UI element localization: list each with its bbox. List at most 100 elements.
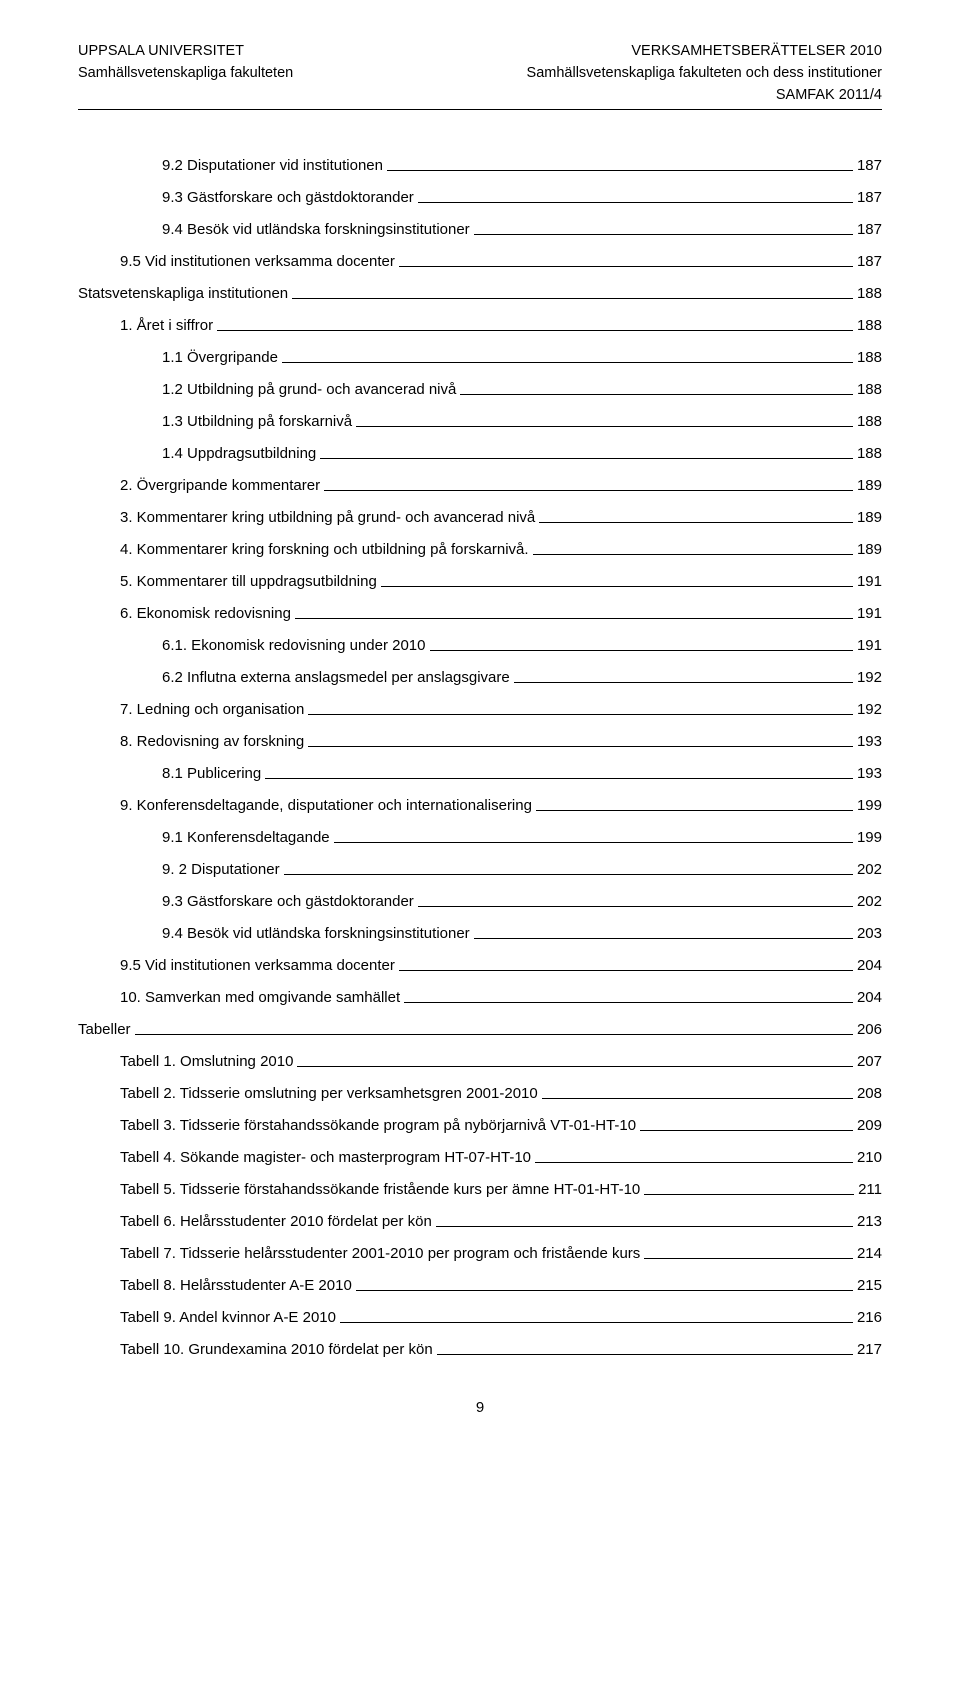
toc-label: 9.2 Disputationer vid institutionen — [162, 158, 383, 173]
header-institution: UPPSALA UNIVERSITET — [78, 40, 293, 62]
toc-row: 6.1. Ekonomisk redovisning under 2010 191 — [78, 638, 882, 653]
toc-label: 1.1 Övergripande — [162, 350, 278, 365]
toc-leader — [135, 1034, 853, 1035]
toc-leader — [536, 810, 853, 811]
toc-row: 10. Samverkan med omgivande samhället204 — [78, 990, 882, 1005]
toc-page: 213 — [857, 1214, 882, 1229]
toc-label: 8.1 Publicering — [162, 766, 261, 781]
toc-page: 209 — [857, 1118, 882, 1133]
toc-page: 208 — [857, 1086, 882, 1101]
toc-label: Tabell 1. Omslutning 2010 — [120, 1054, 293, 1069]
toc-page: 215 — [857, 1278, 882, 1293]
toc-leader — [640, 1130, 853, 1131]
header-subtitle: Samhällsvetenskapliga fakulteten och des… — [527, 62, 882, 84]
toc-leader — [356, 1290, 853, 1291]
toc-row: 1.4 Uppdragsutbildning 188 — [78, 446, 882, 461]
toc-row: 8.1 Publicering 193 — [78, 766, 882, 781]
toc-leader — [284, 874, 853, 875]
toc-row: 2. Övergripande kommentarer189 — [78, 478, 882, 493]
header-report-title: VERKSAMHETSBERÄTTELSER 2010 — [527, 40, 882, 62]
toc-row: 4. Kommentarer kring forskning och utbil… — [78, 542, 882, 557]
toc-row: Tabell 5. Tidsserie förstahandssökande f… — [78, 1182, 882, 1197]
toc-label: 9.3 Gästforskare och gästdoktorander — [162, 894, 414, 909]
toc-page: 211 — [858, 1182, 882, 1197]
toc-page: 187 — [857, 254, 882, 269]
toc-row: Tabell 1. Omslutning 2010 207 — [78, 1054, 882, 1069]
toc-page: 188 — [857, 286, 882, 301]
toc-label: 9. Konferensdeltagande, disputationer oc… — [120, 798, 532, 813]
toc-page: 204 — [857, 958, 882, 973]
toc-row: 1.3 Utbildning på forskarnivå 188 — [78, 414, 882, 429]
toc-label: 9.4 Besök vid utländska forskningsinstit… — [162, 926, 470, 941]
toc-page: 187 — [857, 222, 882, 237]
toc-page: 191 — [857, 638, 882, 653]
toc-row: 6. Ekonomisk redovisning191 — [78, 606, 882, 621]
toc-leader — [474, 938, 853, 939]
toc-row: 6.2 Influtna externa anslagsmedel per an… — [78, 670, 882, 685]
toc-row: 9.4 Besök vid utländska forskningsinstit… — [78, 926, 882, 941]
toc-label: 9. 2 Disputationer — [162, 862, 280, 877]
toc-label: Tabell 9. Andel kvinnor A-E 2010 — [120, 1310, 336, 1325]
toc-leader — [404, 1002, 853, 1003]
header-rule — [78, 109, 882, 110]
toc-label: Tabell 8. Helårsstudenter A-E 2010 — [120, 1278, 352, 1293]
toc-label: 9.3 Gästforskare och gästdoktorander — [162, 190, 414, 205]
toc-row: Tabell 3. Tidsserie förstahandssökande p… — [78, 1118, 882, 1133]
header-right: VERKSAMHETSBERÄTTELSER 2010 Samhällsvete… — [527, 40, 882, 85]
toc-page: 207 — [857, 1054, 882, 1069]
toc-page: 193 — [857, 766, 882, 781]
toc-leader — [308, 746, 853, 747]
toc-row: 9.5 Vid institutionen verksamma docenter… — [78, 254, 882, 269]
toc-row: 8. Redovisning av forskning193 — [78, 734, 882, 749]
toc-row: 1.2 Utbildning på grund- och avancerad n… — [78, 382, 882, 397]
toc-row: 5. Kommentarer till uppdragsutbildning19… — [78, 574, 882, 589]
toc-page: 188 — [857, 350, 882, 365]
toc-leader — [430, 650, 853, 651]
toc-leader — [334, 842, 853, 843]
toc-label: 1.2 Utbildning på grund- och avancerad n… — [162, 382, 456, 397]
toc-label: Tabell 2. Tidsserie omslutning per verks… — [120, 1086, 538, 1101]
toc-label: Tabell 3. Tidsserie förstahandssökande p… — [120, 1118, 636, 1133]
toc-row: Tabell 7. Tidsserie helårsstudenter 2001… — [78, 1246, 882, 1261]
toc-label: 1.3 Utbildning på forskarnivå — [162, 414, 352, 429]
toc-page: 202 — [857, 862, 882, 877]
toc-page: 188 — [857, 318, 882, 333]
toc-row: 1. Året i siffror188 — [78, 318, 882, 333]
toc-label: 6.1. Ekonomisk redovisning under 2010 — [162, 638, 426, 653]
toc-page: 216 — [857, 1310, 882, 1325]
toc-page: 187 — [857, 190, 882, 205]
header-faculty: Samhällsvetenskapliga fakulteten — [78, 62, 293, 84]
toc-label: 9.5 Vid institutionen verksamma docenter — [120, 958, 395, 973]
toc-label: 6. Ekonomisk redovisning — [120, 606, 291, 621]
toc-leader — [308, 714, 853, 715]
toc-row: 9. Konferensdeltagande, disputationer oc… — [78, 798, 882, 813]
toc-page: 206 — [857, 1022, 882, 1037]
toc-leader — [340, 1322, 853, 1323]
toc-page: 188 — [857, 382, 882, 397]
toc-label: Statsvetenskapliga institutionen — [78, 286, 288, 301]
toc-label: 2. Övergripande kommentarer — [120, 478, 320, 493]
toc-row: Tabell 4. Sökande magister- och masterpr… — [78, 1150, 882, 1165]
toc-row: Tabell 9. Andel kvinnor A-E 2010 216 — [78, 1310, 882, 1325]
toc-row: Tabeller 206 — [78, 1022, 882, 1037]
toc-page: 192 — [857, 702, 882, 717]
toc-leader — [265, 778, 853, 779]
toc-label: 6.2 Influtna externa anslagsmedel per an… — [162, 670, 510, 685]
toc-leader — [381, 586, 853, 587]
toc-leader — [387, 170, 853, 171]
toc-row: 9.4 Besök vid utländska forskningsinstit… — [78, 222, 882, 237]
toc-label: 8. Redovisning av forskning — [120, 734, 304, 749]
toc-page: 188 — [857, 414, 882, 429]
toc-page: 188 — [857, 446, 882, 461]
toc-row: 7. Ledning och organisation192 — [78, 702, 882, 717]
toc-label: 5. Kommentarer till uppdragsutbildning — [120, 574, 377, 589]
toc-label: Tabeller — [78, 1022, 131, 1037]
toc-label: 10. Samverkan med omgivande samhället — [120, 990, 400, 1005]
toc-row: 9.3 Gästforskare och gästdoktorander 187 — [78, 190, 882, 205]
toc-page: 214 — [857, 1246, 882, 1261]
toc-label: Tabell 7. Tidsserie helårsstudenter 2001… — [120, 1246, 640, 1261]
toc-leader — [418, 202, 853, 203]
toc-label: 1.4 Uppdragsutbildning — [162, 446, 316, 461]
table-of-contents: 9.2 Disputationer vid institutionen1879.… — [78, 158, 882, 1357]
toc-leader — [324, 490, 853, 491]
